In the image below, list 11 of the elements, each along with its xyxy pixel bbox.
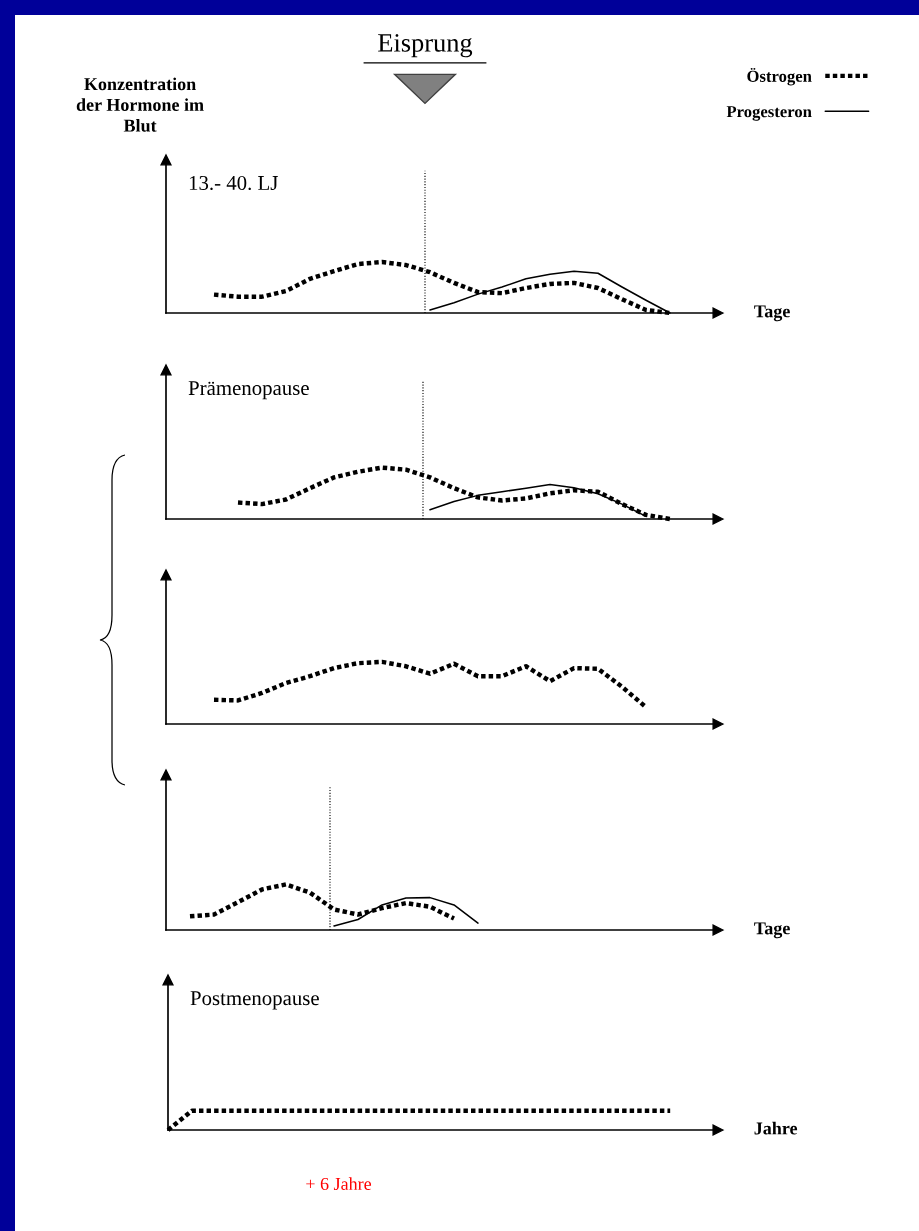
- y-axis-title: Konzentration der Hormone im Blut: [76, 77, 204, 132]
- x-axis-title: Tage: [754, 305, 790, 322]
- chart-title: 13.- 40. LJ: [189, 175, 278, 191]
- x-axis-title: Jahre: [754, 1121, 798, 1135]
- text: + 6 Jahre: [306, 1177, 372, 1191]
- legend-label: Progesteron: [726, 106, 812, 121]
- text: Eisprung: [378, 34, 473, 58]
- legend-label: Östrogen: [747, 67, 812, 86]
- chart-title: Prämenopause: [188, 381, 309, 400]
- chart-title: Postmenopause: [190, 991, 319, 1010]
- x-axis-title: Tage: [754, 922, 790, 939]
